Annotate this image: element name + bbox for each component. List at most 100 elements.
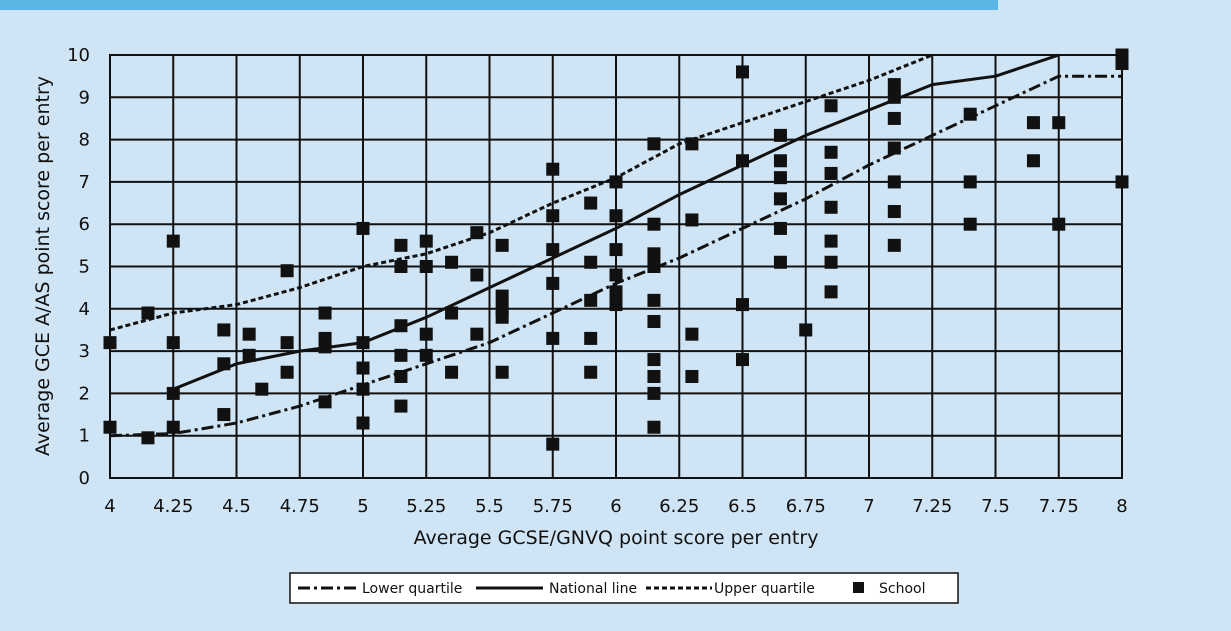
x-tick-label: 5.5 [475,496,504,517]
school-point [647,314,661,328]
school-point [217,408,231,422]
school-point [824,200,838,214]
school-point [887,238,901,252]
school-point [887,175,901,189]
school-point [394,348,408,362]
school-point [445,306,459,320]
school-point [963,217,977,231]
school-point [217,323,231,337]
school-point [141,431,155,445]
school-point [647,369,661,383]
school-point [166,386,180,400]
y-tick-label: 1 [79,426,90,447]
legend-label-school: School [879,581,925,597]
school-points [103,48,1129,451]
school-point [217,357,231,371]
school-point [495,310,509,324]
header-accent-bar [0,0,998,10]
x-tick-label: 6.25 [659,496,699,517]
y-tick-label: 7 [79,172,90,193]
school-point [824,145,838,159]
school-point [773,255,787,269]
school-point [647,386,661,400]
x-tick-label: 8 [1116,496,1127,517]
school-point [736,65,749,79]
x-tick-label: 7.75 [1039,496,1079,517]
school-point [824,255,838,269]
school-point [736,154,749,168]
series-line-lower-quartile [109,74,1122,438]
school-point [887,90,901,104]
school-point [647,260,661,273]
school-point [736,353,749,367]
x-tick-label: 4 [104,496,115,517]
school-point [609,285,623,299]
school-point [1026,154,1040,168]
school-point [546,209,560,223]
school-point [824,166,838,180]
school-point [166,420,180,434]
legend: Lower quartile National line Upper quart… [289,572,959,604]
school-point [394,238,408,252]
school-point [685,213,699,227]
school-point [963,175,977,189]
school-point [394,319,408,333]
y-tick-label: 5 [79,257,90,278]
school-point [356,382,370,396]
school-point [546,276,560,290]
school-point [394,369,408,383]
school-point [356,336,370,350]
y-tick-label: 9 [79,87,90,108]
school-point [887,205,901,219]
legend-label-upper-quartile: Upper quartile [714,581,815,597]
school-point [887,111,901,125]
school-point [419,348,433,362]
school-point [647,247,661,261]
school-point [647,293,661,307]
school-point [584,331,598,345]
school-point [470,268,484,282]
school-point [1052,217,1066,231]
x-tick-label: 4.75 [280,496,320,517]
school-point [773,221,787,235]
school-point [546,243,560,257]
legend-label-national: National line [549,581,637,597]
x-axis-ticks: 4 4.25 4.5 4.75 5 5.25 5.5 5.75 6 6.25 6.5 6.75 7 7.2… [104,496,1127,517]
school-point [546,162,560,176]
school-point [166,336,180,350]
school-point [647,420,661,434]
y-tick-label: 2 [79,383,90,404]
school-point [356,361,370,375]
school-point [280,264,294,278]
school-point [824,234,838,248]
school-point [887,141,901,155]
school-point [318,306,332,320]
school-point [685,327,699,341]
x-tick-label: 5.25 [406,496,446,517]
school-point [280,336,294,350]
school-point [394,260,408,273]
school-point [419,260,433,273]
x-axis-title: Average GCSE/GNVQ point score per entry [414,527,819,549]
school-point [773,128,787,142]
school-point [470,226,484,240]
school-point [609,243,623,257]
school-point [419,327,433,341]
school-point [584,196,598,210]
y-tick-label: 8 [79,130,90,151]
school-point [609,298,623,312]
plot-border [109,54,1123,479]
school-point [255,382,269,396]
school-point [495,365,509,379]
school-point [318,340,332,354]
school-point [609,268,623,282]
school-point [824,99,838,113]
x-tick-label: 7 [863,496,874,517]
y-tick-label: 4 [79,299,90,320]
school-point [394,399,408,413]
school-point [445,365,459,379]
school-point [242,327,256,341]
school-point [584,293,598,307]
legend-marker-school [853,582,864,593]
